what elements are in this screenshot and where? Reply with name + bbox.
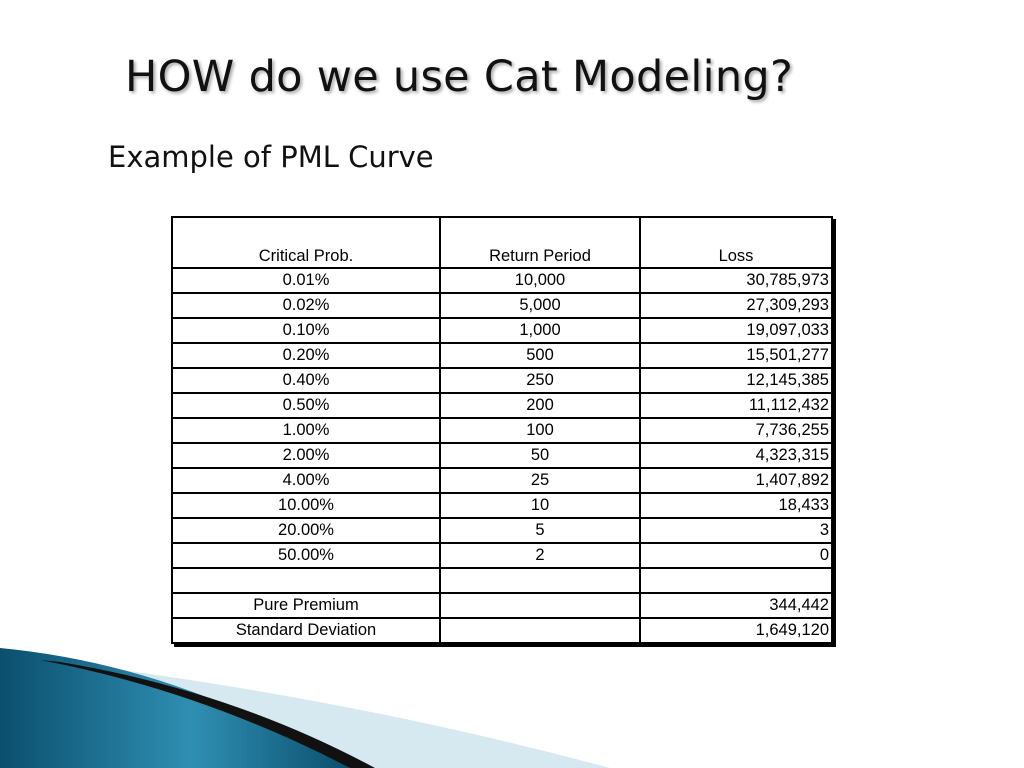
cell-return-period: 5,000 bbox=[439, 292, 641, 319]
table-row: 10.00% 10 18,433 bbox=[171, 492, 833, 519]
cell-critical-prob: 1.00% bbox=[171, 417, 441, 444]
header-critical-prob: Critical Prob. bbox=[171, 216, 441, 269]
cell-return-period: 10,000 bbox=[439, 267, 641, 294]
pml-table: Critical Prob. Return Period Loss 0.01% 1… bbox=[171, 216, 833, 644]
cell-loss: 3 bbox=[639, 517, 833, 544]
table-row: 50.00% 2 0 bbox=[171, 542, 833, 569]
cell-loss: 0 bbox=[639, 542, 833, 569]
cell-critical-prob: 10.00% bbox=[171, 492, 441, 519]
cell-critical-prob: 50.00% bbox=[171, 542, 441, 569]
cell-critical-prob: Pure Premium bbox=[171, 592, 441, 619]
cell-return-period: 200 bbox=[439, 392, 641, 419]
cell-critical-prob: Standard Deviation bbox=[171, 617, 441, 644]
header-loss: Loss bbox=[639, 216, 833, 269]
cell-return-period: 100 bbox=[439, 417, 641, 444]
cell-loss: 19,097,033 bbox=[639, 317, 833, 344]
cell-critical-prob bbox=[171, 567, 441, 594]
table-row: 1.00% 100 7,736,255 bbox=[171, 417, 833, 444]
table-header-row: Critical Prob. Return Period Loss bbox=[171, 216, 833, 269]
cell-loss: 12,145,385 bbox=[639, 367, 833, 394]
table-row bbox=[171, 567, 833, 594]
cell-critical-prob: 4.00% bbox=[171, 467, 441, 494]
cell-critical-prob: 0.01% bbox=[171, 267, 441, 294]
table-row: 0.02% 5,000 27,309,293 bbox=[171, 292, 833, 319]
table-row: 20.00% 5 3 bbox=[171, 517, 833, 544]
cell-loss: 1,649,120 bbox=[639, 617, 833, 644]
cell-loss: 344,442 bbox=[639, 592, 833, 619]
cell-return-period bbox=[439, 617, 641, 644]
cell-loss: 18,433 bbox=[639, 492, 833, 519]
cell-critical-prob: 2.00% bbox=[171, 442, 441, 469]
cell-critical-prob: 0.10% bbox=[171, 317, 441, 344]
table-row: 0.40% 250 12,145,385 bbox=[171, 367, 833, 394]
table-row: Pure Premium 344,442 bbox=[171, 592, 833, 619]
header-return-period: Return Period bbox=[439, 216, 641, 269]
cell-loss: 7,736,255 bbox=[639, 417, 833, 444]
cell-return-period: 500 bbox=[439, 342, 641, 369]
table-row: 0.01% 10,000 30,785,973 bbox=[171, 267, 833, 294]
slide-title: HOW do we use Cat Modeling? bbox=[125, 52, 794, 102]
table-body: 0.01% 10,000 30,785,973 0.02% 5,000 27,309,29… bbox=[171, 267, 833, 644]
cell-return-period: 2 bbox=[439, 542, 641, 569]
cell-loss: 1,407,892 bbox=[639, 467, 833, 494]
cell-critical-prob: 0.50% bbox=[171, 392, 441, 419]
table-row: 4.00% 25 1,407,892 bbox=[171, 467, 833, 494]
slide-subtitle: Example of PML Curve bbox=[108, 140, 434, 174]
cell-return-period: 10 bbox=[439, 492, 641, 519]
table-row: 0.50% 200 11,112,432 bbox=[171, 392, 833, 419]
cell-return-period bbox=[439, 592, 641, 619]
cell-loss: 11,112,432 bbox=[639, 392, 833, 419]
cell-critical-prob: 20.00% bbox=[171, 517, 441, 544]
cell-critical-prob: 0.20% bbox=[171, 342, 441, 369]
table-row: Standard Deviation 1,649,120 bbox=[171, 617, 833, 644]
cell-return-period: 25 bbox=[439, 467, 641, 494]
cell-loss: 27,309,293 bbox=[639, 292, 833, 319]
cell-critical-prob: 0.02% bbox=[171, 292, 441, 319]
table-row: 2.00% 50 4,323,315 bbox=[171, 442, 833, 469]
cell-return-period: 5 bbox=[439, 517, 641, 544]
cell-return-period bbox=[439, 567, 641, 594]
cell-return-period: 250 bbox=[439, 367, 641, 394]
cell-return-period: 1,000 bbox=[439, 317, 641, 344]
cell-loss: 15,501,277 bbox=[639, 342, 833, 369]
cell-loss: 4,323,315 bbox=[639, 442, 833, 469]
table-row: 0.10% 1,000 19,097,033 bbox=[171, 317, 833, 344]
cell-return-period: 50 bbox=[439, 442, 641, 469]
cell-loss bbox=[639, 567, 833, 594]
cell-critical-prob: 0.40% bbox=[171, 367, 441, 394]
cell-loss: 30,785,973 bbox=[639, 267, 833, 294]
table-row: 0.20% 500 15,501,277 bbox=[171, 342, 833, 369]
